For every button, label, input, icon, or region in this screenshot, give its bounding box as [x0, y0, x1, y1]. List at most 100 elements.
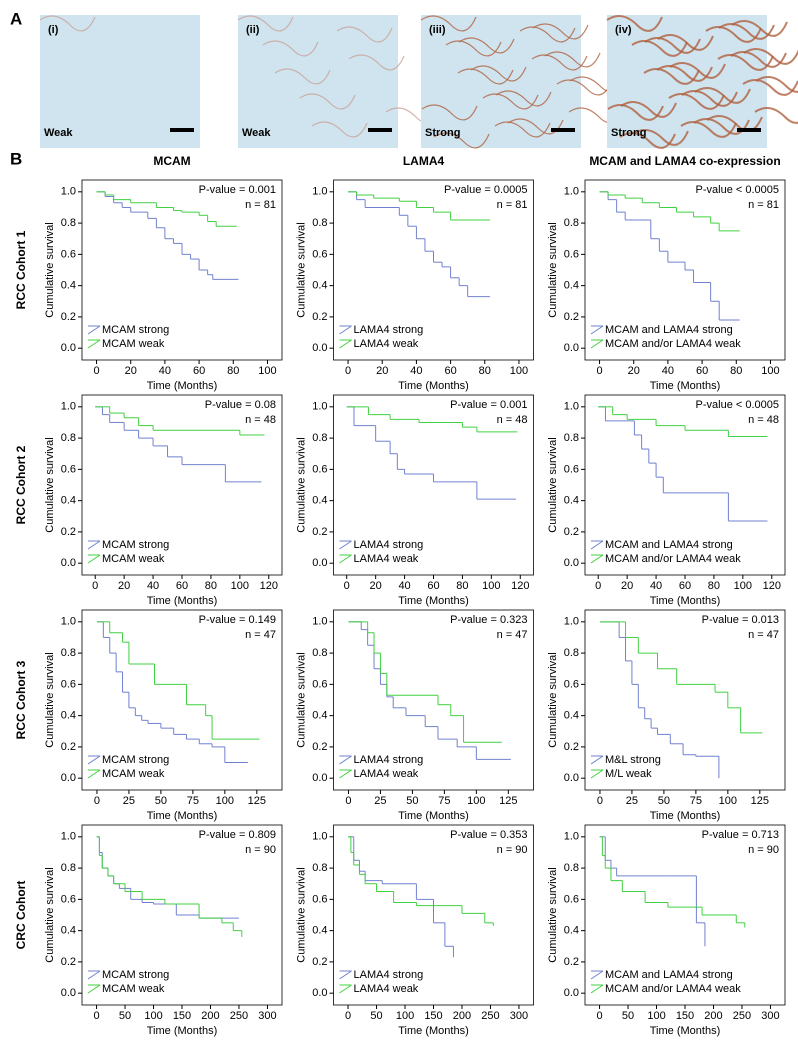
y-tick-label: 0.4: [564, 710, 579, 722]
x-tick-label: 60: [427, 580, 439, 592]
x-tick-label: 0: [345, 1010, 351, 1022]
y-tick-label: 0.6: [61, 678, 76, 690]
image-background: [421, 15, 581, 148]
x-axis-label: Time (Months): [650, 595, 721, 607]
x-tick-label: 0: [94, 795, 100, 807]
x-tick-label: 200: [704, 1010, 722, 1022]
legend-label: MCAM strong: [102, 754, 169, 766]
y-tick-label: 0.6: [312, 463, 327, 475]
x-tick-label: 50: [119, 1010, 131, 1022]
stain: [620, 101, 677, 118]
x-tick-label: 300: [510, 1010, 528, 1022]
legend-label: LAMA4 strong: [354, 539, 424, 551]
y-axis-label: Cumulative survival: [547, 652, 559, 747]
micrograph: (iii) Strong: [420, 15, 626, 149]
legend-swatch: [590, 755, 604, 765]
y-tick-label: 0.4: [564, 925, 579, 937]
image-tag: (iv): [615, 24, 632, 36]
y-tick-label: 0.2: [564, 956, 579, 968]
x-tick-label: 250: [733, 1010, 751, 1022]
scale-bar: [170, 128, 194, 132]
y-tick-label: 0.2: [312, 526, 327, 538]
x-tick-label: 200: [453, 1010, 471, 1022]
stain: [632, 129, 689, 146]
x-tick-label: 100: [482, 580, 500, 592]
x-tick-label: 60: [444, 365, 456, 377]
y-tick-label: 0.2: [61, 526, 76, 538]
stain: [669, 62, 726, 79]
legend-label: MCAM weak: [102, 768, 165, 780]
legend-swatch: [87, 554, 101, 564]
x-tick-label: 60: [696, 365, 708, 377]
x-tick-label: 50: [406, 795, 418, 807]
annotation: n = 90: [245, 844, 276, 856]
x-tick-label: 0: [595, 580, 601, 592]
x-tick-label: 0: [92, 580, 98, 592]
legend-swatch: [590, 540, 604, 550]
x-tick-label: 100: [231, 580, 249, 592]
legend-label: MCAM and/or LAMA4 weak: [605, 983, 741, 995]
annotation: P-value = 0.149: [199, 614, 276, 626]
y-tick-label: 0.4: [312, 925, 327, 937]
stain: [348, 54, 405, 71]
x-axis-label: Time (Months): [147, 595, 218, 607]
stain: [606, 15, 663, 32]
x-tick-label: 300: [258, 1010, 276, 1022]
y-tick-label: 0.0: [312, 342, 327, 354]
y-tick-label: 0.0: [564, 987, 579, 999]
x-tick-label: 20: [125, 365, 137, 377]
x-axis-label: Time (Months): [650, 1025, 721, 1037]
x-axis-label: Time (Months): [398, 380, 469, 392]
y-tick-label: 0.2: [61, 311, 76, 323]
y-tick-label: 1.0: [312, 616, 327, 628]
x-tick-label: 25: [123, 795, 135, 807]
image-label: Strong: [611, 127, 646, 139]
annotation: n = 90: [748, 844, 779, 856]
stain: [731, 20, 788, 37]
legend-label: LAMA4 weak: [354, 768, 419, 780]
x-tick-label: 0: [93, 365, 99, 377]
x-tick-label: 0: [93, 1010, 99, 1022]
y-tick-label: 0.4: [312, 495, 327, 507]
x-tick-label: 100: [396, 1010, 414, 1022]
panel-label: B: [10, 149, 22, 168]
legend-label: MCAM and LAMA4 strong: [605, 969, 733, 981]
x-tick-label: 50: [155, 795, 167, 807]
legend-label: MCAM strong: [102, 539, 169, 551]
y-tick-label: 0.8: [61, 862, 76, 874]
x-tick-label: 80: [730, 365, 742, 377]
y-tick-label: 0.4: [61, 280, 76, 292]
x-tick-label: 100: [216, 795, 234, 807]
y-tick-label: 1.0: [61, 186, 76, 198]
x-tick-label: 80: [708, 580, 720, 592]
x-tick-label: 80: [227, 365, 239, 377]
x-axis-label: Time (Months): [650, 380, 721, 392]
y-tick-label: 0.2: [564, 526, 579, 538]
column-header: LAMA4: [403, 154, 445, 168]
legend-label: MCAM and/or LAMA4 weak: [605, 553, 741, 565]
x-tick-label: 150: [424, 1010, 442, 1022]
image-label: Weak: [242, 127, 271, 139]
x-axis-label: Time (Months): [398, 595, 469, 607]
x-tick-label: 200: [201, 1010, 219, 1022]
legend-swatch: [339, 984, 352, 994]
x-tick-label: 20: [376, 365, 388, 377]
y-tick-label: 0.8: [312, 217, 327, 229]
image-tag: (iii): [429, 24, 446, 36]
y-tick-label: 0.0: [61, 772, 76, 784]
image-background: [40, 15, 200, 148]
annotation: n = 48: [497, 414, 528, 426]
y-tick-label: 0.6: [312, 678, 327, 690]
legend-swatch: [339, 769, 352, 779]
y-tick-label: 0.0: [61, 342, 76, 354]
y-axis-label: Cumulative survival: [44, 437, 56, 532]
y-tick-label: 0.6: [564, 463, 579, 475]
y-tick-label: 1.0: [61, 616, 76, 628]
row-header: RCC Cohort 2: [14, 445, 28, 524]
stain: [274, 68, 331, 85]
legend-swatch: [87, 769, 101, 779]
stain: [754, 107, 798, 124]
stain: [311, 121, 368, 138]
legend-swatch: [590, 970, 604, 980]
